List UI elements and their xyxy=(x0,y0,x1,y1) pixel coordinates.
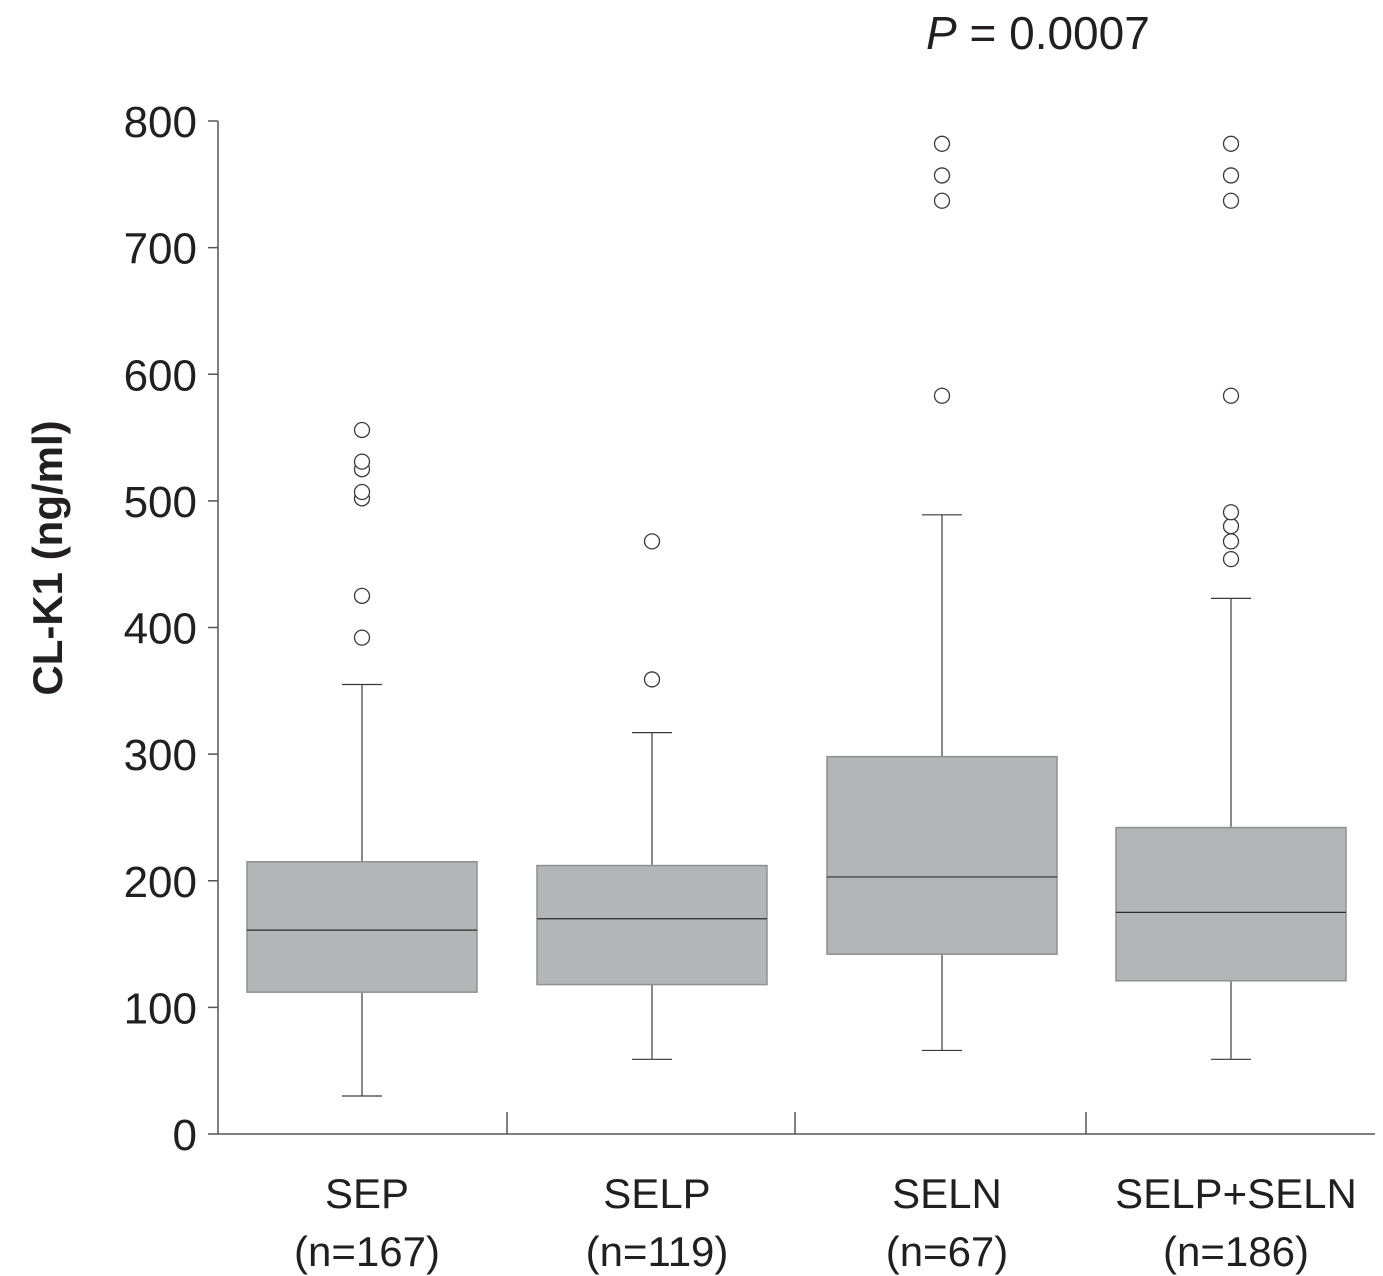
category-n-label: (n=186) xyxy=(1163,1228,1309,1275)
outlier-point xyxy=(1222,504,1240,521)
y-axis-label: CL-K1 (ng/ml) xyxy=(24,420,71,695)
p-value-text: = 0.0007 xyxy=(957,7,1150,59)
box-group-3 xyxy=(826,135,1058,1052)
outlier-point xyxy=(933,387,951,404)
y-tick-label: 200 xyxy=(124,858,197,907)
iqr-box xyxy=(536,864,768,986)
outlier-point xyxy=(643,533,661,550)
outlier-point xyxy=(353,421,371,439)
p-value-annotation: P = 0.0007 xyxy=(926,7,1150,59)
outlier-point xyxy=(353,483,371,501)
outlier-point xyxy=(1222,533,1240,550)
category-n-label: (n=167) xyxy=(294,1228,440,1275)
y-tick-label: 300 xyxy=(124,731,197,780)
outlier-point xyxy=(1222,518,1240,535)
p-symbol: P xyxy=(926,7,957,59)
iqr-box xyxy=(1115,826,1347,982)
iqr-box xyxy=(246,861,478,993)
outlier-point xyxy=(933,167,951,184)
box-group-2 xyxy=(536,533,768,1060)
box-group-1 xyxy=(246,421,478,1097)
outlier-point xyxy=(353,587,371,604)
box-group-4 xyxy=(1115,135,1347,1060)
y-tick-label: 0 xyxy=(173,1111,197,1160)
boxes xyxy=(246,135,1347,1097)
y-tick-label: 400 xyxy=(124,605,197,654)
category-label: SELP xyxy=(603,1170,710,1217)
outlier-point xyxy=(933,192,951,209)
iqr-box xyxy=(826,755,1058,955)
y-tick-label: 600 xyxy=(124,351,197,400)
outlier-point xyxy=(1222,192,1240,209)
outlier-point xyxy=(353,453,371,470)
y-tick-label: 500 xyxy=(124,478,197,527)
outlier-point xyxy=(1222,550,1240,568)
category-label: SELN xyxy=(892,1170,1002,1217)
category-n-label: (n=119) xyxy=(586,1228,729,1275)
category-label: SEP xyxy=(325,1170,409,1217)
y-tick-label: 800 xyxy=(124,98,197,147)
outlier-point xyxy=(1222,135,1240,152)
y-tick-label: 100 xyxy=(124,984,197,1033)
outlier-point xyxy=(643,671,661,688)
x-axis-labels: SEP (n=167) SELP (n=119) SELN (n=67) SELP+SELN… xyxy=(294,1170,1357,1275)
category-label: SELP+SELN xyxy=(1115,1170,1357,1217)
outlier-point xyxy=(353,629,371,646)
outlier-point xyxy=(1222,387,1240,404)
category-n-label: (n=67) xyxy=(886,1228,1009,1275)
y-axis-ticks: 0 100 200 300 400 500 600 700 800 xyxy=(124,98,218,1160)
outlier-point xyxy=(933,135,951,152)
y-tick-label: 700 xyxy=(124,225,197,274)
outlier-point xyxy=(1222,167,1240,184)
